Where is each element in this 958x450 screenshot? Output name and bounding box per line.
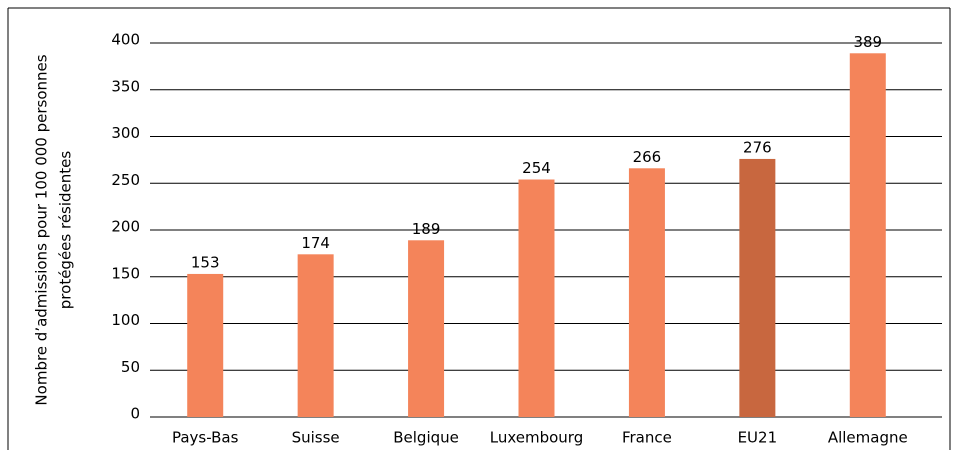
value-label: 389 [853,33,882,51]
y-axis-label: Nombre d’admissions pour 100 000 personn… [33,54,51,405]
y-tick-label: 350 [111,77,140,95]
bar [408,240,445,417]
value-label: 174 [301,234,330,252]
y-tick-label: 300 [111,124,140,142]
bar [739,158,776,417]
x-tick-label: Luxembourg [490,429,584,447]
x-tick-label: EU21 [738,429,778,447]
y-tick-label: 150 [111,264,140,282]
bar [297,254,334,417]
value-label: 189 [412,220,441,238]
y-tick-label: 0 [130,405,140,423]
value-label: 266 [633,148,662,166]
value-label: 254 [522,159,551,177]
bar [628,168,665,417]
bar [518,179,555,417]
y-tick-label: 200 [111,218,140,236]
bar [849,53,886,417]
y-tick-label: 400 [111,31,140,49]
x-tick-label: Belgique [393,429,459,447]
x-tick-label: Pays-Bas [172,429,239,447]
y-tick-label: 100 [111,311,140,329]
x-tick-label: Suisse [292,429,340,447]
value-label: 276 [743,138,772,156]
x-tick-label: Allemagne [828,429,908,447]
y-axis-label: protégées résidentes [57,151,75,310]
value-label: 153 [191,253,220,271]
x-tick-label: France [622,429,672,447]
bar [187,273,224,417]
y-tick-label: 250 [111,171,140,189]
y-tick-label: 50 [121,358,140,376]
